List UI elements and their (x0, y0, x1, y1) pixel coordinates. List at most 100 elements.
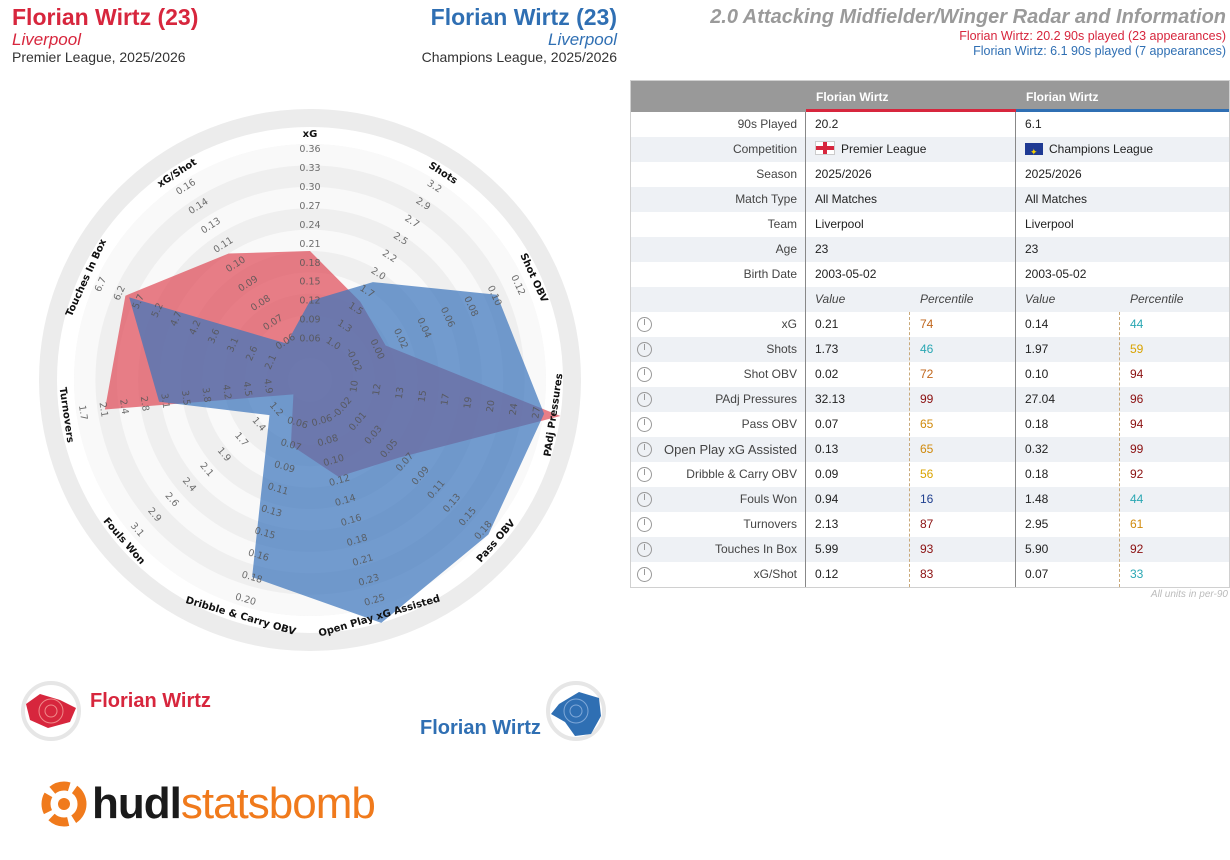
table-row: Touches In Box 5.99 93 5.90 92 (631, 537, 1229, 562)
player1-value: 0.13 (815, 442, 839, 456)
player2-percentile: 92 (1130, 467, 1144, 481)
player2-value: Liverpool (1025, 217, 1074, 231)
row-label: Shots (766, 342, 797, 356)
player2-competition: Champions League, 2025/2026 (421, 49, 617, 65)
radar-blue-icon (545, 681, 606, 741)
player1-name: Florian Wirtz (23) (12, 4, 199, 30)
player2-value: 2025/2026 (1025, 167, 1082, 181)
player2-value: 1.97 (1025, 342, 1049, 356)
radar-tick-label: 3.8 (199, 387, 212, 404)
radar-tick-label: 12 (371, 383, 384, 397)
radar-tick-label: 0.24 (299, 220, 320, 231)
table-row: Pass OBV 0.07 65 0.18 94 (631, 412, 1229, 437)
player1-percentile: 56 (920, 467, 934, 481)
percentile-subheader: Percentile (1130, 292, 1184, 306)
player2-value: 0.18 (1025, 467, 1049, 481)
table-row: Fouls Won 0.94 16 1.48 44 (631, 487, 1229, 512)
table-row: Open Play xG Assisted 0.13 65 0.32 99 (631, 437, 1229, 462)
metric-gauge-icon (637, 342, 652, 357)
table-row: xG 0.21 74 0.14 44 (631, 312, 1229, 337)
percentile-subheader: Percentile (920, 292, 974, 306)
metric-gauge-icon (637, 567, 652, 582)
player1-header: Florian Wirtz (23) Liverpool Premier Lea… (12, 4, 198, 66)
table-header-player1: Florian Wirtz (816, 90, 889, 104)
player1-value: 0.09 (815, 467, 839, 481)
radar-tick-label: 17 (439, 393, 452, 407)
radar-tick-label: 0.27 (299, 201, 320, 212)
metric-gauge-icon (637, 517, 652, 532)
row-label: Fouls Won (739, 492, 797, 506)
table-row: Shots 1.73 46 1.97 59 (631, 337, 1229, 362)
table-header-player2: Florian Wirtz (1026, 90, 1099, 104)
player2-value: 27.04 (1025, 392, 1056, 406)
player1-value: 0.07 (815, 417, 839, 431)
player2-percentile: 94 (1130, 417, 1144, 431)
player1-team: Liverpool (12, 30, 81, 49)
player1-percentile: 87 (920, 517, 934, 531)
metric-gauge-icon (637, 317, 652, 332)
table-row: Competition Premier League Champions Leagu… (631, 137, 1229, 165)
metric-gauge-icon (637, 392, 652, 407)
player1-competition: Premier League, 2025/2026 (12, 49, 186, 65)
player1-percentile: 99 (920, 392, 934, 406)
player1-percentile: 72 (920, 367, 934, 381)
radar-tick-label: 0.09 (299, 315, 320, 326)
table-subheader-row: Value Percentile Value Percentile (631, 287, 1229, 312)
radar-tick-label: 27 (530, 406, 543, 420)
radar-tick-label: 0.21 (299, 239, 320, 250)
radar-tick-label: 2.8 (138, 396, 151, 413)
table-row: Dribble & Carry OBV 0.09 56 0.18 92 (631, 462, 1229, 487)
player1-value: 2.13 (815, 517, 839, 531)
radar-tick-label: 19 (462, 396, 475, 410)
legend-player1-name: Florian Wirtz (90, 689, 211, 712)
player2-percentile: 96 (1130, 392, 1144, 406)
radar-outer-ring (39, 109, 581, 651)
table-row: Age 23 23 (631, 237, 1229, 262)
value-subheader: Value (815, 292, 846, 306)
player1-value: All Matches (815, 192, 878, 206)
row-label: Team (767, 217, 797, 231)
radar-red-icon (21, 681, 81, 741)
row-label: 90s Played (737, 117, 797, 131)
row-label: Touches In Box (714, 542, 797, 556)
player2-value: 0.10 (1025, 367, 1049, 381)
row-label: Open Play xG Assisted (664, 442, 797, 457)
player1-percentile: 83 (920, 567, 934, 581)
value-percentile-divider (909, 312, 910, 587)
player2-value: 0.07 (1025, 567, 1049, 581)
player2-name: Florian Wirtz (23) (430, 4, 617, 30)
metric-gauge-icon (637, 542, 652, 557)
row-label: xG (781, 317, 797, 331)
metric-gauge-icon (637, 492, 652, 507)
row-label: Pass OBV (741, 417, 797, 431)
player1-value: 2003-05-02 (815, 267, 877, 281)
metric-gauge-icon (637, 417, 652, 432)
table-row: xG/Shot 0.12 83 0.07 33 (631, 562, 1229, 587)
player2-value: 2003-05-02 (1025, 267, 1087, 281)
radar-tick-label: 0.12 (299, 296, 320, 307)
player2-value: 0.32 (1025, 442, 1049, 456)
radar-title: 2.0 Attacking Midfielder/Winger Radar an… (710, 6, 1226, 28)
player2-value: 6.1 (1025, 117, 1042, 131)
row-label: Birth Date (743, 267, 797, 281)
player2-value: 1.48 (1025, 492, 1049, 506)
player2-value: Champions League (1025, 137, 1153, 165)
player2-percentile: 92 (1130, 542, 1144, 556)
player1-value: Liverpool (815, 217, 864, 231)
logo-text-statsbomb: statsbomb (180, 779, 376, 828)
table-row: Turnovers 2.13 87 2.95 61 (631, 512, 1229, 537)
table-row: Birth Date 2003-05-02 2003-05-02 (631, 262, 1229, 287)
logo-mark-icon (41, 781, 87, 827)
player2-value: 0.14 (1025, 317, 1049, 331)
player2-value: 2.95 (1025, 517, 1049, 531)
player1-percentile: 16 (920, 492, 934, 506)
player1-color-bar (806, 109, 1016, 112)
row-label: Dribble & Carry OBV (686, 467, 797, 481)
player1-percentile: 65 (920, 417, 934, 431)
metric-gauge-icon (637, 467, 652, 482)
radar-tick-label: 4.5 (241, 381, 254, 398)
player1-value: 1.73 (815, 342, 839, 356)
units-footnote: All units in per-90 (1150, 589, 1228, 600)
row-label: Match Type (735, 192, 797, 206)
player2-percentile: 61 (1130, 517, 1144, 531)
